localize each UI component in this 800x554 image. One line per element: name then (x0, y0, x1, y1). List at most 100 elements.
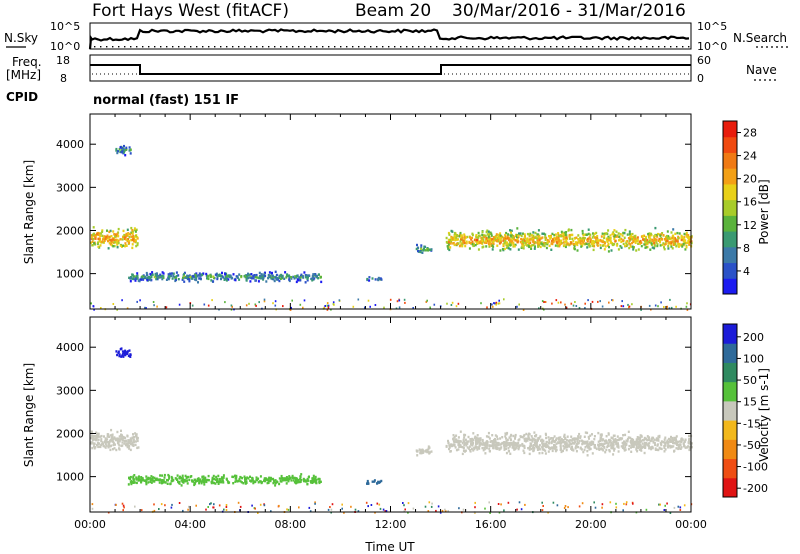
heatmap-cell (627, 237, 630, 240)
heatmap-cell (511, 241, 513, 244)
heatmap-cell (685, 234, 688, 237)
heatmap-cell (595, 239, 598, 243)
heatmap-cell (541, 236, 544, 239)
heatmap-cell (632, 502, 634, 505)
heatmap-cell (631, 236, 633, 239)
heatmap-cell (519, 232, 522, 235)
heatmap-cell (303, 299, 306, 302)
heatmap-cell (521, 245, 524, 248)
heatmap-cell (207, 474, 210, 478)
heatmap-cell (495, 303, 497, 306)
heatmap-cell (481, 241, 484, 244)
colorbar-segment (723, 246, 737, 264)
nsearch-dot (616, 46, 618, 48)
nsearch-dot (268, 46, 270, 48)
heatmap-cell (454, 238, 457, 242)
heatmap-cell (230, 308, 233, 311)
heatmap-cell (687, 445, 690, 448)
heatmap-cell (650, 234, 653, 237)
heatmap-cell (121, 441, 124, 444)
heatmap-cell (478, 443, 481, 446)
heatmap-cell (576, 241, 579, 244)
heatmap-cell (380, 479, 383, 483)
heatmap-cell (599, 439, 602, 443)
heatmap-cell (264, 479, 266, 483)
heatmap-cell (675, 305, 677, 308)
heatmap-cell (132, 438, 135, 441)
heatmap-cell (313, 477, 316, 480)
heatmap-cell (610, 436, 613, 440)
heatmap-cell (532, 243, 535, 247)
heatmap-cell (149, 278, 152, 282)
heatmap-cell (122, 147, 125, 151)
heatmap-cell (235, 474, 238, 478)
heatmap-cell (428, 451, 431, 454)
heatmap-cell (577, 238, 580, 241)
heatmap-cell (570, 241, 573, 244)
heatmap-cell (133, 275, 136, 278)
heatmap-cell (239, 476, 242, 479)
heatmap-cell (422, 249, 425, 252)
nsearch-dot (382, 46, 384, 48)
heatmap-cell (537, 233, 540, 236)
nsearch-dot (352, 46, 354, 48)
heatmap-cell (573, 247, 576, 251)
heatmap-cell (217, 474, 220, 478)
heatmap-cell (132, 478, 135, 481)
heatmap-cell (151, 273, 154, 276)
heatmap-cell (133, 236, 136, 239)
heatmap-cell (642, 438, 645, 442)
heatmap-cell (230, 304, 233, 307)
heatmap-cell (484, 234, 487, 238)
heatmap-cell (687, 241, 690, 244)
heatmap-cell (126, 435, 129, 438)
heatmap-cell (420, 452, 423, 455)
heatmap-cell (638, 444, 641, 448)
heatmap-cell (170, 475, 173, 479)
heatmap-cell (609, 240, 612, 243)
heatmap-cell (517, 234, 520, 237)
heatmap-cell (503, 241, 506, 245)
heatmap-cell (504, 235, 507, 238)
heatmap-cell (616, 435, 619, 438)
heatmap-cell (497, 240, 500, 243)
nsearch-dot (544, 46, 546, 48)
heatmap-cell (142, 274, 145, 277)
heatmap-cell (667, 235, 670, 238)
heatmap-cell (95, 435, 98, 438)
heatmap-cell (602, 240, 605, 244)
heatmap-cell (263, 504, 266, 507)
nsearch-dot (478, 46, 480, 48)
heatmap-cell (490, 444, 493, 447)
heatmap-cell (555, 442, 558, 445)
heatmap-cell (613, 243, 616, 246)
heatmap-cell (646, 241, 649, 244)
heatmap-cell (645, 246, 648, 249)
heatmap-cell (487, 235, 490, 238)
heatmap-cell (529, 241, 532, 244)
velocity-colorbar-label: Velocity [m s-1] (757, 368, 771, 462)
heatmap-cell (311, 279, 314, 282)
heatmap-cell (667, 444, 670, 447)
freq-tick-bottom: 8 (60, 72, 67, 85)
heatmap-cell (653, 438, 656, 441)
heatmap-cell (518, 444, 521, 447)
heatmap-cell (541, 439, 544, 443)
heatmap-cell (250, 277, 253, 280)
heatmap-cell (271, 271, 273, 275)
heatmap-cell (100, 438, 103, 441)
heatmap-cell (129, 475, 132, 479)
heatmap-cell (398, 306, 401, 309)
heatmap-cell (114, 235, 117, 238)
heatmap-cell (670, 245, 673, 248)
heatmap-cell (571, 237, 574, 241)
heatmap-cell (144, 479, 147, 482)
heatmap-cell (210, 279, 213, 282)
heatmap-cell (219, 480, 222, 484)
heatmap-cell (603, 240, 606, 244)
heatmap-cell (115, 240, 118, 243)
nsearch-dot (334, 46, 336, 48)
heatmap-cell (566, 435, 569, 438)
heatmap-cell (107, 446, 110, 449)
